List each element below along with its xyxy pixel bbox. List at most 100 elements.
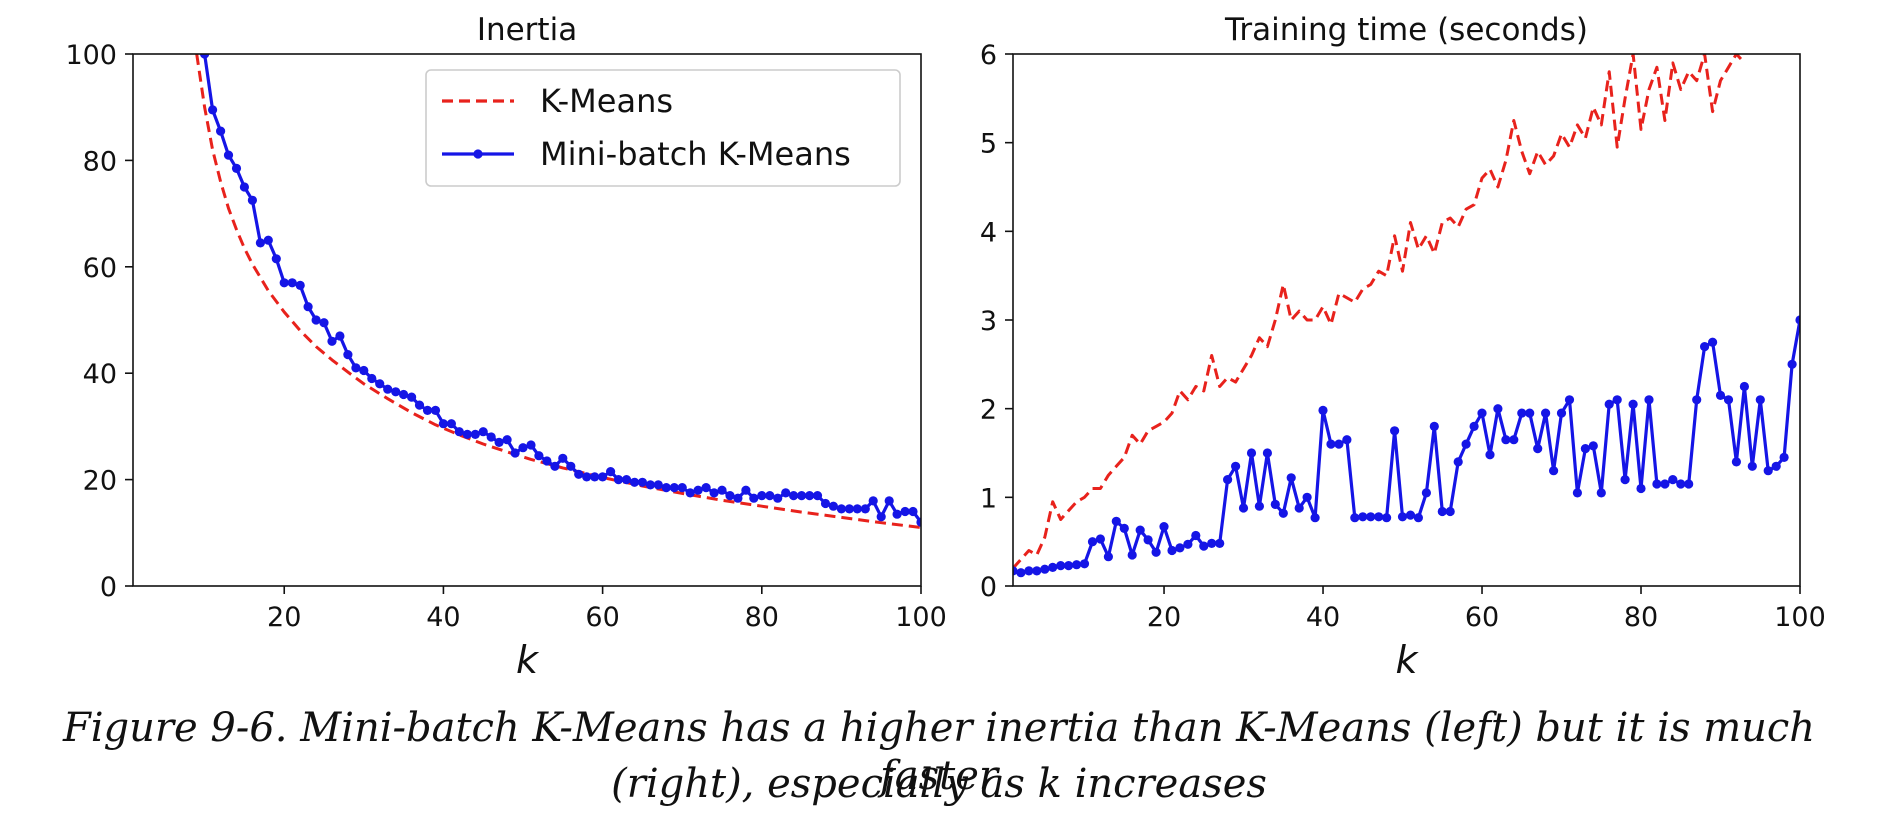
time-series-mini-batch-k-means-point bbox=[1525, 408, 1535, 418]
time-series-mini-batch-k-means-point bbox=[1628, 399, 1638, 409]
time-series-mini-batch-k-means-point bbox=[1151, 547, 1161, 557]
inertia-series-mini-batch-k-means-point bbox=[454, 427, 464, 437]
inertia-series-mini-batch-k-means-point bbox=[279, 278, 289, 288]
inertia-series-mini-batch-k-means-point bbox=[494, 437, 504, 447]
time-series-mini-batch-k-means-point bbox=[1270, 499, 1280, 509]
inertia-series-k-means-line bbox=[195, 54, 921, 529]
time-series-mini-batch-k-means-point bbox=[1326, 439, 1336, 449]
time-series-mini-batch-k-means-point bbox=[1294, 503, 1304, 513]
inertia-series-mini-batch-k-means-point bbox=[311, 315, 321, 325]
inertia-series-mini-batch-k-means-point bbox=[661, 483, 671, 493]
time-series-mini-batch-k-means-point bbox=[1024, 566, 1034, 576]
inertia-series-mini-batch-k-means-point bbox=[399, 389, 409, 400]
time-series-mini-batch-k-means-point bbox=[1215, 538, 1225, 549]
inertia-series-mini-batch-k-means-point bbox=[876, 512, 886, 522]
time-series-mini-batch-k-means-point bbox=[1254, 501, 1264, 511]
time-series-mini-batch-k-means-point bbox=[1135, 525, 1145, 535]
inertia-series-mini-batch-k-means-point bbox=[343, 350, 353, 360]
time-series-mini-batch-k-means-point bbox=[1374, 512, 1384, 522]
time-y-tick-label: 5 bbox=[980, 129, 997, 160]
inertia-series-mini-batch-k-means-point bbox=[828, 501, 839, 511]
time-series-mini-batch-k-means-point bbox=[1795, 315, 1800, 325]
time-series-mini-batch-k-means-point bbox=[1676, 479, 1686, 489]
time-series-mini-batch-k-means-point bbox=[1485, 450, 1495, 460]
inertia-y-tick-label: 60 bbox=[83, 253, 117, 284]
inertia-series-mini-batch-k-means-point bbox=[773, 493, 783, 503]
inertia-series-mini-batch-k-means-point bbox=[701, 483, 711, 493]
inertia-series-mini-batch-k-means-point bbox=[223, 150, 234, 160]
inertia-series-mini-batch-k-means-point bbox=[757, 491, 767, 501]
time-series-mini-batch-k-means-point bbox=[1095, 534, 1105, 544]
inertia-legend-label-mini-batch-k-means: Mini-batch K-Means bbox=[540, 135, 851, 173]
time-series-mini-batch-k-means-point bbox=[1620, 475, 1630, 485]
time-x-axis-label: k bbox=[1395, 638, 1419, 682]
time-series-mini-batch-k-means-point bbox=[1167, 545, 1177, 556]
time-series-mini-batch-k-means-point bbox=[1556, 408, 1567, 418]
inertia-series-mini-batch-k-means-point bbox=[518, 443, 528, 453]
time-series-mini-batch-k-means-point bbox=[1779, 452, 1789, 462]
inertia-series-mini-batch-k-means-point bbox=[621, 475, 632, 485]
inertia-series-mini-batch-k-means-point bbox=[741, 485, 751, 495]
time-series-mini-batch-k-means-point bbox=[1183, 539, 1193, 549]
inertia-series-mini-batch-k-means-point bbox=[422, 405, 433, 415]
inertia-series-mini-batch-k-means-point bbox=[478, 427, 488, 437]
inertia-series-mini-batch-k-means-point bbox=[200, 54, 210, 59]
time-x-tick-label: 60 bbox=[1465, 602, 1499, 633]
time-series-mini-batch-k-means-point bbox=[1636, 483, 1646, 494]
inertia-series-mini-batch-k-means-point bbox=[606, 467, 616, 477]
time-series-mini-batch-k-means-point bbox=[1246, 448, 1257, 458]
inertia-series-mini-batch-k-means-point bbox=[231, 163, 242, 173]
inertia-series-mini-batch-k-means-point bbox=[542, 456, 552, 466]
inertia-series-mini-batch-k-means-point bbox=[637, 477, 648, 487]
time-series-mini-batch-k-means-point bbox=[1262, 448, 1272, 458]
time-series-mini-batch-k-means-point bbox=[1087, 537, 1098, 547]
time-series-mini-batch-k-means-point bbox=[1533, 444, 1543, 454]
inertia-series-mini-batch-k-means-point bbox=[407, 392, 417, 402]
inertia-legend-label-k-means: K-Means bbox=[540, 82, 673, 120]
time-series-mini-batch-k-means-point bbox=[1739, 381, 1749, 392]
time-series-mini-batch-k-means-point bbox=[1715, 390, 1726, 400]
time-series-mini-batch-k-means-point bbox=[1652, 479, 1662, 489]
inertia-series-mini-batch-k-means-point bbox=[900, 506, 910, 517]
inertia-y-tick-label: 20 bbox=[83, 466, 117, 497]
inertia-axes-frame bbox=[132, 53, 922, 587]
inertia-series-mini-batch-k-means-point bbox=[574, 469, 584, 479]
time-y-tick-label: 1 bbox=[980, 483, 997, 514]
inertia-legend-marker-mini-batch-k-means bbox=[473, 149, 483, 159]
time-series-mini-batch-k-means-point bbox=[1350, 513, 1360, 523]
inertia-series-mini-batch-k-means-point bbox=[582, 472, 592, 482]
time-series-mini-batch-k-means-point bbox=[1318, 405, 1328, 415]
inertia-series-mini-batch-k-means-point bbox=[446, 419, 456, 429]
time-series-mini-batch-k-means-point bbox=[1207, 538, 1217, 549]
time-axes-frame bbox=[1012, 53, 1801, 587]
inertia-series-mini-batch-k-means-point bbox=[303, 302, 313, 312]
inertia-series-mini-batch-k-means-point bbox=[208, 105, 218, 115]
time-series-mini-batch-k-means-point bbox=[1016, 568, 1026, 578]
time-series-mini-batch-k-means-point bbox=[1668, 475, 1678, 485]
inertia-series-mini-batch-k-means-point bbox=[216, 126, 226, 136]
time-series-mini-batch-k-means-point bbox=[1596, 488, 1606, 498]
time-series-mini-batch-k-means-point bbox=[1231, 461, 1241, 471]
time-y-tick-label: 0 bbox=[980, 572, 997, 603]
time-series-mini-batch-k-means-point bbox=[1501, 435, 1511, 445]
inertia-series-mini-batch-k-means-point bbox=[359, 365, 369, 376]
inertia-series-mini-batch-k-means-point bbox=[820, 498, 831, 509]
inertia-series-mini-batch-k-means-point bbox=[812, 491, 823, 501]
inertia-series-mini-batch-k-means-point bbox=[844, 504, 855, 514]
time-series-mini-batch-k-means-point bbox=[1223, 475, 1233, 485]
inertia-series-mini-batch-k-means-point bbox=[884, 496, 894, 506]
time-series-k-means-line bbox=[1013, 54, 1746, 570]
inertia-series-mini-batch-k-means-point bbox=[789, 491, 799, 501]
time-series-mini-batch-k-means-point bbox=[1278, 508, 1288, 518]
time-series-mini-batch-k-means-point bbox=[1723, 395, 1734, 405]
time-x-tick-label: 40 bbox=[1306, 602, 1340, 633]
time-series-mini-batch-k-means-point bbox=[1334, 439, 1344, 449]
time-y-tick-label: 2 bbox=[980, 395, 997, 426]
time-series-mini-batch-k-means-point bbox=[1366, 512, 1376, 522]
inertia-series-mini-batch-k-means-point bbox=[749, 493, 759, 503]
time-series-mini-batch-k-means-point bbox=[1509, 435, 1519, 445]
inertia-series-mini-batch-k-means-point bbox=[391, 387, 401, 397]
inertia-y-tick-label: 40 bbox=[83, 359, 117, 390]
time-series-mini-batch-k-means-point bbox=[1286, 473, 1296, 483]
time-series-mini-batch-k-means-point bbox=[1127, 550, 1137, 560]
